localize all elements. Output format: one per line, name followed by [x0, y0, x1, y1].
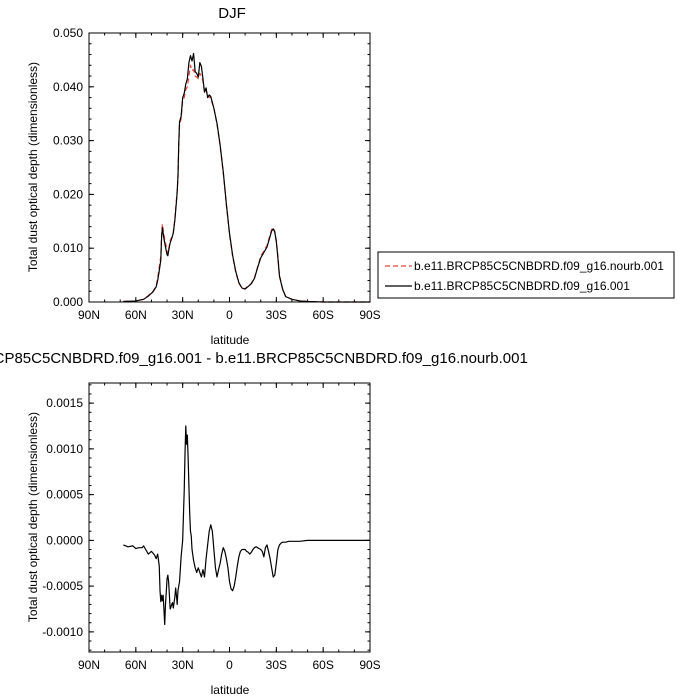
bottom-series-group	[123, 425, 370, 626]
bottom-y-tick-label: -0.0005	[42, 579, 83, 593]
bottom-x-tick-label: 30N	[172, 658, 194, 672]
top-panel: DJF latitude Total dust optical depth (d…	[26, 5, 381, 347]
bottom-y-tick-label: -0.0010	[42, 625, 83, 639]
top-x-tick-label: 0	[226, 308, 233, 322]
top-x-tick-label: 90S	[359, 308, 380, 322]
top-y-tick-label: 0.040	[53, 80, 83, 94]
bottom-y-axis-label: Total dust optical depth (dimensionless)	[26, 412, 40, 622]
bottom-y-tick-label: 0.0010	[46, 442, 83, 456]
bottom-x-tick-label: 60N	[125, 658, 147, 672]
top-y-tick-label: 0.000	[53, 295, 83, 309]
bottom-x-tick-label: 60S	[312, 658, 333, 672]
top-plot-frame	[88, 32, 371, 303]
legend-label-control: b.e11.BRCP85C5CNBDRD.f09_g16.001	[414, 279, 630, 293]
top-axis-ticks: 90N 60N 30N 0 30S 60S 90S 0.000 0.010 0.020 0.030 0…	[53, 26, 381, 322]
top-x-tick-label: 30N	[172, 308, 194, 322]
bottom-panel: b.e11.BRCP85C5CNBDRD.f09_g16.001 - b.e11…	[0, 350, 528, 697]
top-x-tick-label: 60N	[125, 308, 147, 322]
top-y-axis-label: Total dust optical depth (dimensionless)	[26, 62, 40, 272]
legend-box	[377, 251, 675, 299]
bottom-series-line-0	[123, 425, 370, 626]
bottom-plot-frame	[88, 382, 371, 653]
top-chart-title: DJF	[218, 5, 246, 22]
bottom-x-tick-label: 30S	[266, 658, 287, 672]
bottom-y-tick-label: 0.0005	[46, 488, 83, 502]
top-y-tick-label: 0.050	[53, 26, 83, 40]
bottom-y-tick-label: 0.0000	[46, 533, 83, 547]
top-y-tick-label: 0.030	[53, 134, 83, 148]
top-series-group	[123, 52, 370, 303]
top-series-line-1	[123, 52, 370, 303]
bottom-chart-title: b.e11.BRCP85C5CNBDRD.f09_g16.001 - b.e11…	[0, 350, 528, 367]
bottom-y-tick-label: 0.0015	[46, 396, 83, 410]
top-x-axis-label: latitude	[211, 333, 250, 347]
legend-label-nourb: b.e11.BRCP85C5CNBDRD.f09_g16.nourb.001	[414, 259, 664, 273]
legend: b.e11.BRCP85C5CNBDRD.f09_g16.nourb.001 b…	[377, 251, 675, 299]
bottom-x-tick-label: 90S	[359, 658, 380, 672]
bottom-x-axis-label: latitude	[211, 683, 250, 697]
bottom-x-tick-label: 90N	[78, 658, 100, 672]
top-y-tick-label: 0.010	[53, 241, 83, 255]
top-x-tick-label: 30S	[266, 308, 287, 322]
top-x-tick-label: 60S	[312, 308, 333, 322]
bottom-x-tick-label: 0	[226, 658, 233, 672]
top-y-tick-label: 0.020	[53, 187, 83, 201]
top-x-tick-label: 90N	[78, 308, 100, 322]
